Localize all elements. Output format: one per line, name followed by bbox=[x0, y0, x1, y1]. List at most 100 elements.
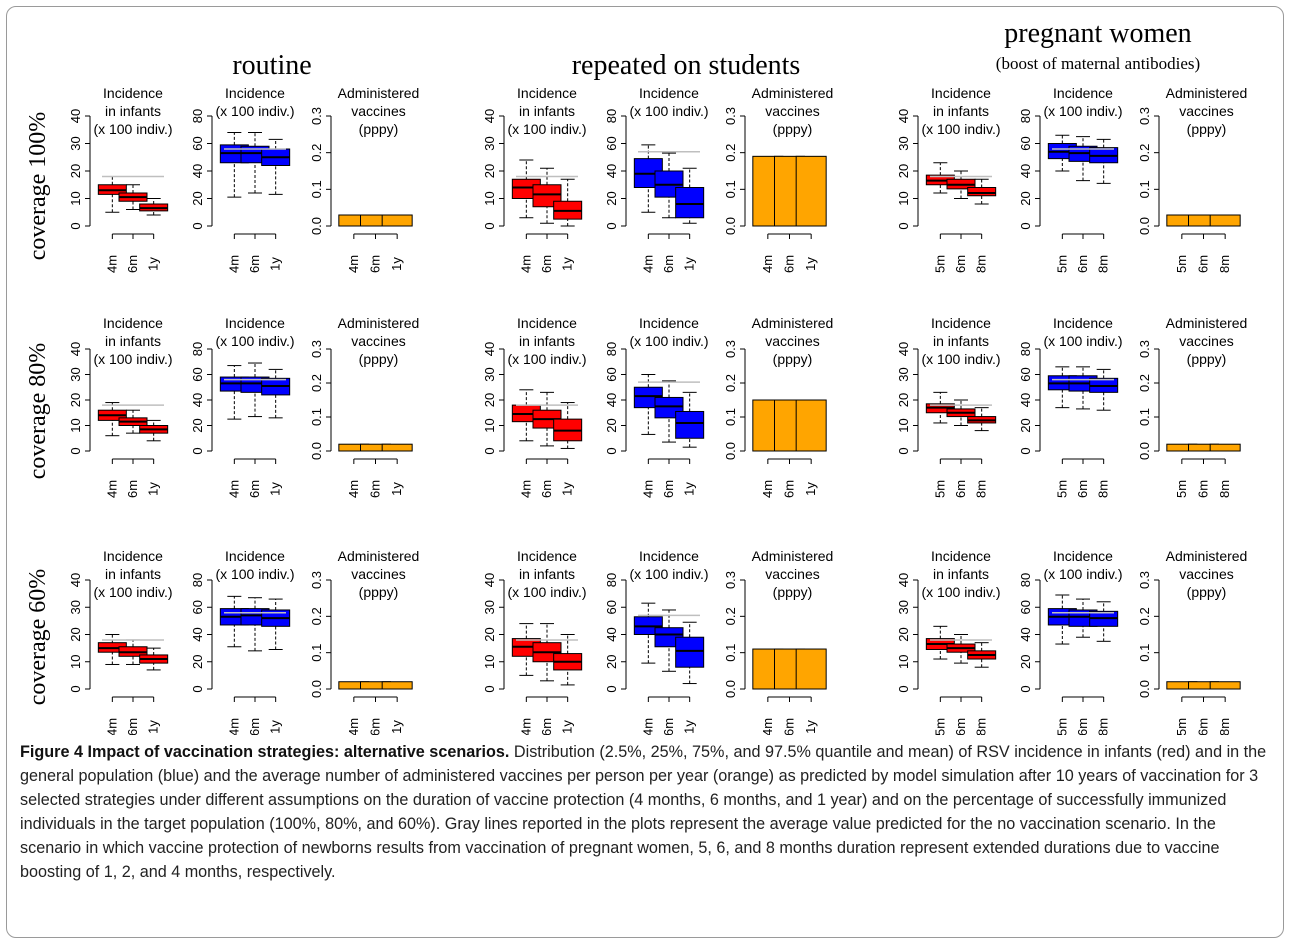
panel-title-line: vaccines bbox=[351, 103, 405, 119]
panel-title-line: in infants bbox=[933, 333, 989, 349]
y-tick-label: 30 bbox=[482, 136, 497, 150]
panel-title-line: Incidence bbox=[639, 548, 699, 564]
panel-title-line: (x 100 indiv.) bbox=[507, 351, 586, 367]
y-tick-label: 40 bbox=[190, 393, 205, 407]
y-tick-label: 40 bbox=[482, 342, 497, 356]
y-tick-label: 40 bbox=[190, 627, 205, 641]
vaccine-bar bbox=[1209, 443, 1241, 452]
x-tick-label: 5m bbox=[932, 255, 947, 273]
panel-title-line: in infants bbox=[519, 333, 575, 349]
x-tick-label: 6m bbox=[953, 480, 968, 498]
y-tick-label: 0 bbox=[190, 222, 205, 229]
x-tick-label: 4m bbox=[518, 255, 533, 273]
x-tick-label: 6m bbox=[125, 480, 140, 498]
panel-title-line: Incidence bbox=[517, 315, 577, 331]
panel-title-line: (pppy) bbox=[359, 584, 399, 600]
panel-title-line: (x 100 indiv.) bbox=[921, 584, 1000, 600]
y-tick-label: 80 bbox=[1018, 109, 1033, 123]
x-tick-label: 1y bbox=[560, 257, 575, 271]
x-tick-label: 6m bbox=[539, 718, 554, 735]
y-tick-label: 0.0 bbox=[1137, 442, 1152, 460]
figure-caption: Figure 4 Impact of vaccination strategie… bbox=[20, 740, 1272, 884]
panel-title-line: Incidence bbox=[517, 548, 577, 564]
x-tick-label: 8m bbox=[1217, 255, 1232, 273]
x-tick-label: 1y bbox=[682, 257, 697, 271]
panel-title-line: Administered bbox=[752, 548, 834, 564]
x-tick-label: 6m bbox=[1196, 255, 1211, 273]
x-tick-label: 1y bbox=[560, 482, 575, 496]
panel-title-line: (x 100 indiv.) bbox=[629, 333, 708, 349]
caption-title: Figure 4 Impact of vaccination strategie… bbox=[20, 743, 510, 761]
y-tick-label: 30 bbox=[482, 367, 497, 381]
panel-title-line: (x 100 indiv.) bbox=[507, 121, 586, 137]
y-tick-label: 80 bbox=[190, 573, 205, 587]
x-tick-label: 6m bbox=[125, 255, 140, 273]
y-tick-label: 0.0 bbox=[1137, 680, 1152, 698]
y-tick-label: 40 bbox=[604, 393, 619, 407]
y-tick-label: 0.3 bbox=[309, 340, 324, 358]
x-tick-label: 4m bbox=[346, 718, 361, 735]
y-tick-label: 0.3 bbox=[723, 340, 738, 358]
x-tick-label: 6m bbox=[782, 480, 797, 498]
y-tick-label: 10 bbox=[482, 418, 497, 432]
x-tick-label: 1y bbox=[682, 482, 697, 496]
scenario-title: pregnant women bbox=[1004, 18, 1191, 49]
y-tick-label: 60 bbox=[190, 136, 205, 150]
panel-title-line: vaccines bbox=[765, 103, 819, 119]
y-tick-label: 0 bbox=[1018, 222, 1033, 229]
y-tick-label: 20 bbox=[604, 418, 619, 432]
panel-title-line: (x 100 indiv.) bbox=[629, 566, 708, 582]
x-tick-label: 6m bbox=[368, 480, 383, 498]
y-tick-label: 0.2 bbox=[309, 144, 324, 162]
x-tick-label: 6m bbox=[539, 255, 554, 273]
panel-title-line: (pppy) bbox=[359, 351, 399, 367]
y-tick-label: 0.1 bbox=[723, 408, 738, 426]
y-tick-label: 40 bbox=[68, 342, 83, 356]
y-tick-label: 40 bbox=[68, 109, 83, 123]
figure-panels: routine repeated on students pregnant wome… bbox=[25, 18, 1247, 735]
panel-title-line: Incidence bbox=[225, 85, 285, 101]
panel-title-line: (pppy) bbox=[1187, 584, 1227, 600]
y-tick-label: 20 bbox=[604, 191, 619, 205]
y-tick-label: 30 bbox=[68, 600, 83, 614]
x-tick-label: 6m bbox=[1075, 718, 1090, 735]
y-tick-label: 0.3 bbox=[723, 571, 738, 589]
x-tick-label: 6m bbox=[247, 718, 262, 735]
y-tick-label: 20 bbox=[1018, 418, 1033, 432]
y-tick-label: 20 bbox=[896, 627, 911, 641]
y-tick-label: 0 bbox=[482, 685, 497, 692]
y-tick-label: 0.0 bbox=[309, 680, 324, 698]
x-tick-label: 6m bbox=[782, 718, 797, 735]
y-tick-label: 0.2 bbox=[723, 607, 738, 625]
y-tick-label: 0 bbox=[604, 685, 619, 692]
vaccine-bar bbox=[795, 648, 827, 690]
row-label: coverage 100% bbox=[25, 112, 51, 261]
x-tick-label: 1y bbox=[389, 257, 404, 271]
y-tick-label: 10 bbox=[68, 191, 83, 205]
x-tick-label: 5m bbox=[1054, 480, 1069, 498]
panel-title-line: Incidence bbox=[931, 315, 991, 331]
y-tick-label: 0.2 bbox=[309, 607, 324, 625]
panel-title-line: vaccines bbox=[351, 333, 405, 349]
x-tick-label: 4m bbox=[640, 718, 655, 735]
x-tick-label: 4m bbox=[518, 718, 533, 735]
x-tick-label: 6m bbox=[368, 255, 383, 273]
y-tick-label: 20 bbox=[190, 655, 205, 669]
y-tick-label: 20 bbox=[190, 418, 205, 432]
y-tick-label: 40 bbox=[896, 109, 911, 123]
x-tick-label: 4m bbox=[226, 255, 241, 273]
y-tick-label: 40 bbox=[1018, 393, 1033, 407]
panel-title-line: Administered bbox=[338, 548, 420, 564]
y-tick-label: 20 bbox=[482, 393, 497, 407]
y-tick-label: 0.1 bbox=[309, 408, 324, 426]
panel-title-line: (pppy) bbox=[1187, 351, 1227, 367]
y-tick-label: 60 bbox=[604, 367, 619, 381]
x-tick-label: 8m bbox=[974, 718, 989, 735]
y-tick-label: 0.2 bbox=[723, 374, 738, 392]
panel-title-line: (x 100 indiv.) bbox=[921, 351, 1000, 367]
panel-title-line: Incidence bbox=[225, 548, 285, 564]
x-tick-label: 4m bbox=[104, 718, 119, 735]
y-tick-label: 10 bbox=[896, 418, 911, 432]
y-tick-label: 20 bbox=[604, 655, 619, 669]
panel-title-line: (x 100 indiv.) bbox=[1043, 566, 1122, 582]
